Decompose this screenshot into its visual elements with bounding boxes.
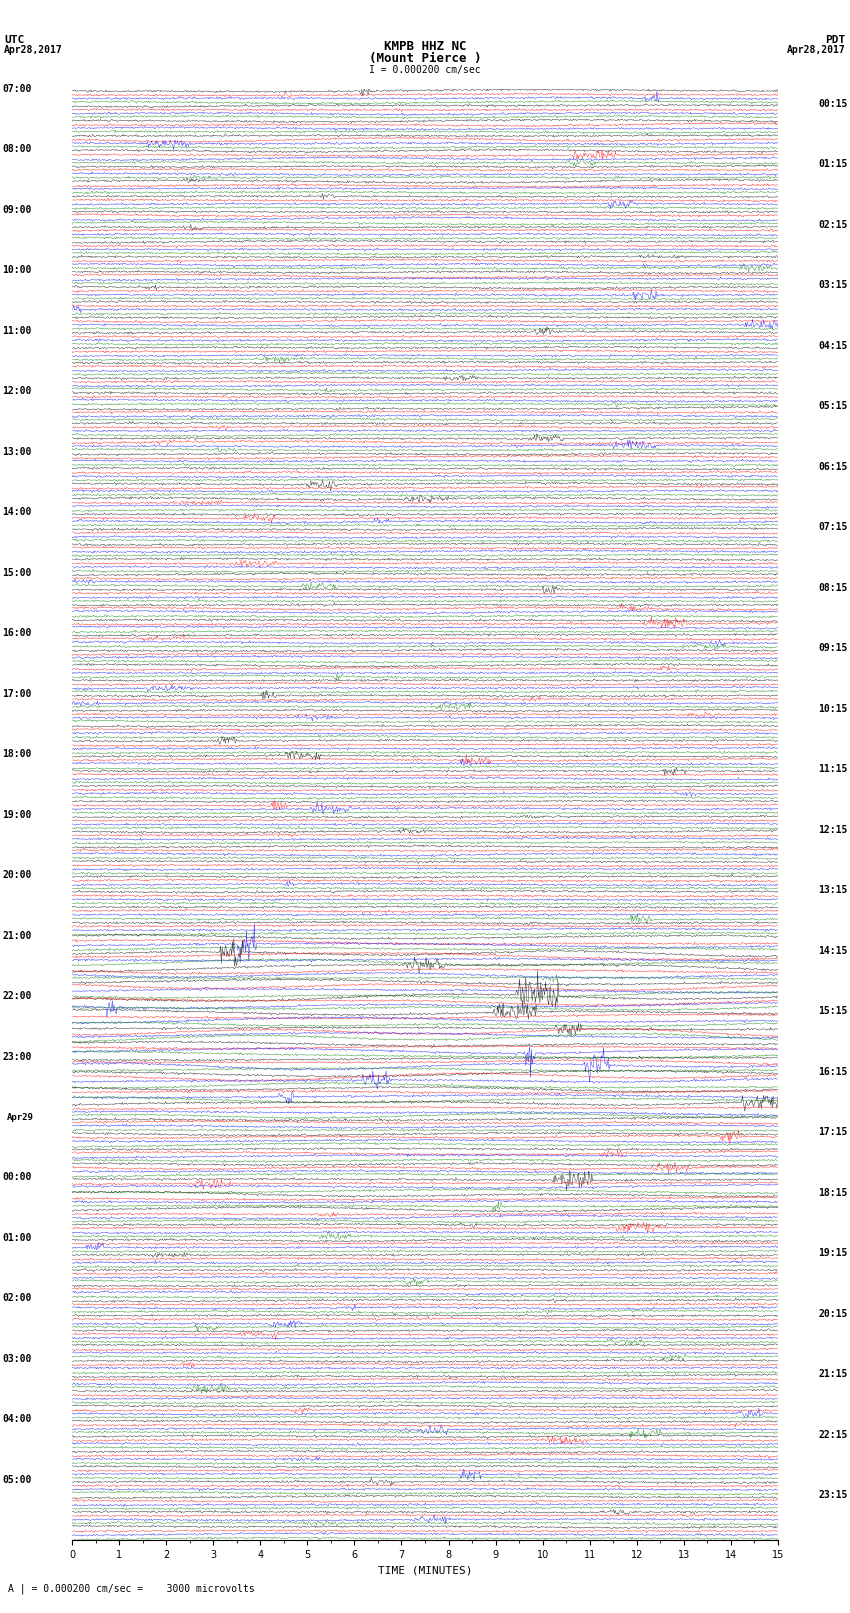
Text: 19:00: 19:00 [3,810,32,819]
Text: 20:00: 20:00 [3,869,32,881]
Text: 19:15: 19:15 [818,1248,847,1258]
Text: 14:00: 14:00 [3,506,32,518]
Text: 15:00: 15:00 [3,568,32,577]
Text: 23:15: 23:15 [818,1490,847,1500]
Text: 20:15: 20:15 [818,1308,847,1318]
Text: 06:15: 06:15 [818,461,847,471]
X-axis label: TIME (MINUTES): TIME (MINUTES) [377,1566,473,1576]
Text: 23:00: 23:00 [3,1052,32,1061]
Text: 21:15: 21:15 [818,1369,847,1379]
Text: 08:15: 08:15 [818,582,847,592]
Text: 14:15: 14:15 [818,945,847,955]
Text: Apr29: Apr29 [7,1113,34,1121]
Text: 16:00: 16:00 [3,627,32,639]
Text: 22:15: 22:15 [818,1429,847,1439]
Text: 07:15: 07:15 [818,523,847,532]
Text: 09:00: 09:00 [3,205,32,215]
Text: 16:15: 16:15 [818,1066,847,1076]
Text: 13:00: 13:00 [3,447,32,456]
Text: 21:00: 21:00 [3,931,32,940]
Text: 17:00: 17:00 [3,689,32,698]
Text: 18:00: 18:00 [3,748,32,760]
Text: 02:15: 02:15 [818,219,847,229]
Text: 22:00: 22:00 [3,990,32,1002]
Text: I = 0.000200 cm/sec: I = 0.000200 cm/sec [369,65,481,74]
Text: 10:15: 10:15 [818,703,847,713]
Text: 10:00: 10:00 [3,265,32,276]
Text: 04:15: 04:15 [818,340,847,350]
Text: UTC: UTC [4,35,25,45]
Text: 04:00: 04:00 [3,1415,32,1424]
Text: 03:15: 03:15 [818,281,847,290]
Text: 12:15: 12:15 [818,824,847,834]
Text: 05:15: 05:15 [818,402,847,411]
Text: 07:00: 07:00 [3,84,32,94]
Text: 00:00: 00:00 [3,1173,32,1182]
Text: 09:15: 09:15 [818,644,847,653]
Text: 01:15: 01:15 [818,160,847,169]
Text: 08:00: 08:00 [3,144,32,155]
Text: 17:15: 17:15 [818,1127,847,1137]
Text: KMPB HHZ NC: KMPB HHZ NC [383,40,467,53]
Text: 18:15: 18:15 [818,1187,847,1197]
Text: 00:15: 00:15 [818,98,847,108]
Text: 13:15: 13:15 [818,886,847,895]
Text: Apr28,2017: Apr28,2017 [787,45,846,55]
Text: 15:15: 15:15 [818,1007,847,1016]
Text: Apr28,2017: Apr28,2017 [4,45,63,55]
Text: 05:00: 05:00 [3,1474,32,1486]
Text: PDT: PDT [825,35,846,45]
Text: (Mount Pierce ): (Mount Pierce ) [369,52,481,65]
Text: 11:15: 11:15 [818,765,847,774]
Text: 02:00: 02:00 [3,1294,32,1303]
Text: A | = 0.000200 cm/sec =    3000 microvolts: A | = 0.000200 cm/sec = 3000 microvolts [8,1582,255,1594]
Text: 12:00: 12:00 [3,386,32,397]
Text: 03:00: 03:00 [3,1353,32,1365]
Text: 01:00: 01:00 [3,1232,32,1244]
Text: 11:00: 11:00 [3,326,32,336]
